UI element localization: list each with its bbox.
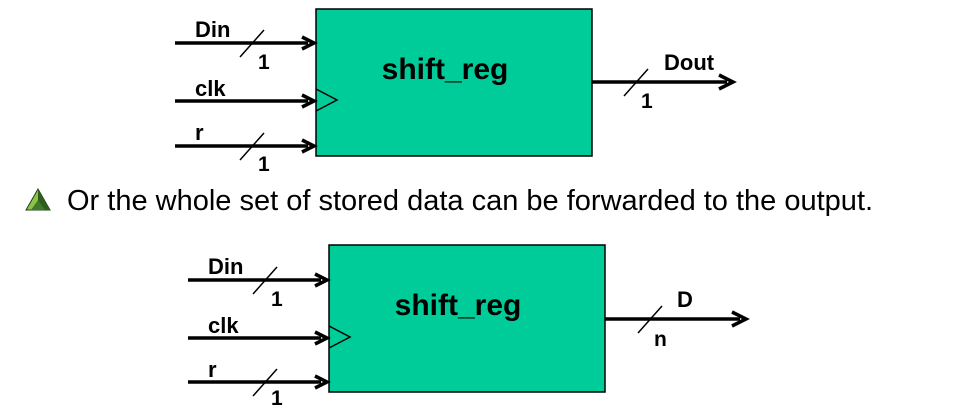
input-din: Din 1 <box>188 254 331 311</box>
signal-label-dout: Dout <box>664 50 715 75</box>
bus-width-slash <box>623 68 649 97</box>
diagram-top: shift_reg Din 1 clk r 1 <box>175 8 737 176</box>
bullet-text: Or the whole set of stored data can be f… <box>67 185 873 217</box>
bus-width-label: 1 <box>271 387 283 406</box>
output-dout: Dout 1 <box>592 50 737 113</box>
output-d: D n <box>605 287 750 351</box>
bus-width-label: 1 <box>641 90 653 113</box>
clock-triangle-icon <box>328 325 352 349</box>
bus-width-slash <box>637 305 663 334</box>
signal-label-r: r <box>195 120 204 145</box>
block-label: shift_reg <box>395 289 522 322</box>
bus-width-label: 1 <box>258 51 270 74</box>
signal-label-r: r <box>208 357 217 382</box>
diagram-bottom: shift_reg Din 1 clk r 1 <box>188 244 750 406</box>
input-clk: clk <box>175 76 339 112</box>
bullet-item: Or the whole set of stored data can be f… <box>25 185 873 217</box>
bus-width-label: 1 <box>271 288 283 311</box>
signal-label-din: Din <box>195 17 230 42</box>
triangle-bullet-icon <box>25 187 51 211</box>
signal-label-clk: clk <box>195 76 226 101</box>
input-r: r 1 <box>188 357 331 406</box>
bus-width-slash <box>239 132 265 161</box>
input-din: Din 1 <box>175 17 318 74</box>
input-r: r 1 <box>175 120 318 176</box>
shift-reg-block <box>328 244 606 393</box>
block-label: shift_reg <box>382 53 509 86</box>
bus-width-label: 1 <box>258 153 270 176</box>
input-clk: clk <box>188 313 352 349</box>
bus-width-label: n <box>654 328 667 351</box>
signal-label-din: Din <box>208 254 243 279</box>
clock-triangle-icon <box>315 88 339 112</box>
bus-width-slash <box>252 368 278 397</box>
signal-label-clk: clk <box>208 313 239 338</box>
bus-width-slash <box>252 266 278 295</box>
bus-width-slash <box>239 29 265 58</box>
signal-label-d: D <box>677 287 693 312</box>
shift-reg-block <box>315 8 593 157</box>
